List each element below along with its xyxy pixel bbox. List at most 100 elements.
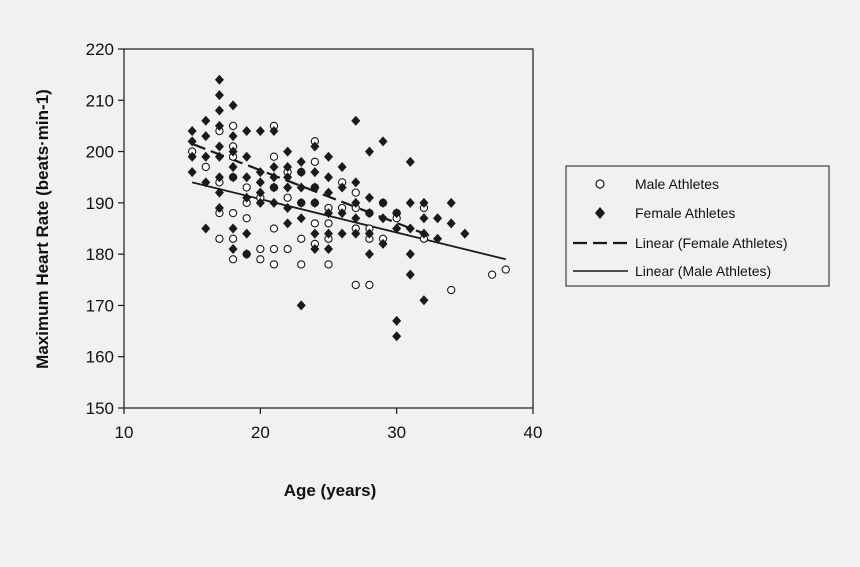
female-athlete-point (364, 192, 374, 203)
legend: Male Athletes Female Athletes Linear (Fe… (565, 165, 830, 287)
male-athlete-point (324, 260, 333, 269)
female-athlete-point (324, 187, 333, 198)
female-athlete-point (214, 74, 224, 85)
female-athlete-point (310, 182, 320, 193)
male-athlete-point (269, 244, 279, 254)
data-points (187, 74, 510, 342)
male-athlete-point (228, 255, 238, 264)
male-athlete-point (297, 260, 306, 269)
male-athlete-point (269, 224, 279, 233)
female-athlete-point (269, 197, 279, 208)
legend-label-female: Female Athletes (635, 205, 735, 221)
female-athlete-point (351, 177, 361, 188)
y-tick-label: 190 (86, 194, 114, 213)
male-trendline (191, 181, 506, 261)
female-athlete-point (446, 218, 456, 229)
female-athlete-point (405, 249, 415, 260)
x-axis: 10 20 30 40 (115, 408, 542, 442)
x-tick-label: 30 (387, 423, 406, 442)
female-athlete-point (255, 177, 265, 188)
y-tick-label: 210 (86, 91, 114, 110)
legend-box (565, 165, 830, 287)
female-athlete-point (242, 126, 252, 137)
female-athlete-point (214, 90, 224, 101)
female-athlete-point (310, 167, 320, 178)
male-athlete-point (242, 183, 251, 192)
female-athlete-point (296, 156, 306, 167)
y-tick-label: 200 (86, 143, 114, 162)
female-athlete-point (201, 115, 211, 126)
female-athlete-point (310, 228, 320, 239)
male-athlete-point (215, 234, 224, 243)
female-athlete-point (405, 156, 415, 167)
trendlines (191, 142, 506, 261)
female-athlete-point (351, 228, 361, 239)
female-athlete-point (460, 228, 470, 239)
y-axis: 150 160 170 180 190 200 210 220 (86, 40, 124, 418)
female-athlete-point (214, 151, 224, 162)
male-athlete-point (310, 219, 320, 228)
female-athlete-point (228, 146, 238, 157)
female-athlete-point (337, 208, 347, 219)
x-tick-label: 10 (115, 423, 134, 442)
y-tick-label: 150 (86, 399, 114, 418)
female-athlete-point (364, 249, 374, 260)
female-athlete-point (201, 177, 211, 188)
female-athlete-point (228, 161, 238, 172)
female-athlete-point (351, 197, 361, 208)
female-athlete-point (242, 192, 252, 203)
female-athlete-point (310, 141, 320, 152)
female-athlete-point (324, 172, 333, 183)
female-athlete-point (228, 244, 238, 255)
female-athlete-point (324, 208, 333, 219)
female-athlete-point (324, 228, 333, 239)
female-athlete-point (214, 187, 224, 198)
female-athlete-point (392, 223, 402, 234)
female-athlete-point (201, 151, 211, 162)
female-athlete-point (187, 136, 197, 147)
plot-area-frame (123, 48, 534, 409)
female-athlete-point (255, 187, 265, 198)
male-athlete-point (501, 265, 510, 274)
female-athlete-point (228, 100, 238, 111)
legend-label-female-trend: Linear (Female Athletes) (635, 235, 788, 251)
female-athlete-point (242, 249, 252, 260)
female-athlete-point (296, 213, 306, 224)
female-athlete-point (255, 126, 265, 137)
female-athlete-point (405, 269, 415, 280)
female-athlete-point (269, 161, 279, 172)
female-athlete-point (337, 182, 347, 193)
female-athlete-point (187, 167, 197, 178)
female-athlete-point (392, 208, 402, 219)
y-tick-label: 160 (86, 348, 114, 367)
female-athlete-point (228, 223, 238, 234)
male-athlete-point (242, 214, 251, 223)
y-tick-label: 180 (86, 245, 114, 264)
legend-label-male-trend: Linear (Male Athletes) (635, 263, 771, 279)
female-athlete-point (351, 213, 361, 224)
female-athlete-point (201, 223, 211, 234)
female-athlete-point (433, 233, 443, 244)
female-athlete-point (214, 172, 224, 183)
x-tick-label: 20 (251, 423, 270, 442)
male-athlete-point (228, 208, 238, 218)
female-athlete-point (419, 295, 429, 306)
female-athlete-point (310, 197, 320, 208)
male-athlete-point (283, 193, 292, 202)
legend-label-male: Male Athletes (635, 176, 719, 192)
female-athlete-point (364, 146, 374, 157)
male-athlete-point (256, 244, 265, 254)
male-athlete-point (283, 244, 292, 254)
female-athlete-point (214, 120, 224, 131)
female-athlete-point (187, 151, 197, 162)
female-athlete-point (228, 131, 238, 142)
y-axis-title: Maximum Heart Rate (beats·min-1) (33, 89, 52, 369)
female-athlete-point (283, 172, 293, 183)
male-athlete-point (351, 280, 360, 290)
x-axis-title: Age (years) (284, 481, 377, 500)
female-athlete-point (214, 202, 224, 213)
male-athlete-point (324, 219, 333, 228)
female-athlete-point (392, 331, 402, 342)
female-athlete-point (324, 151, 333, 162)
